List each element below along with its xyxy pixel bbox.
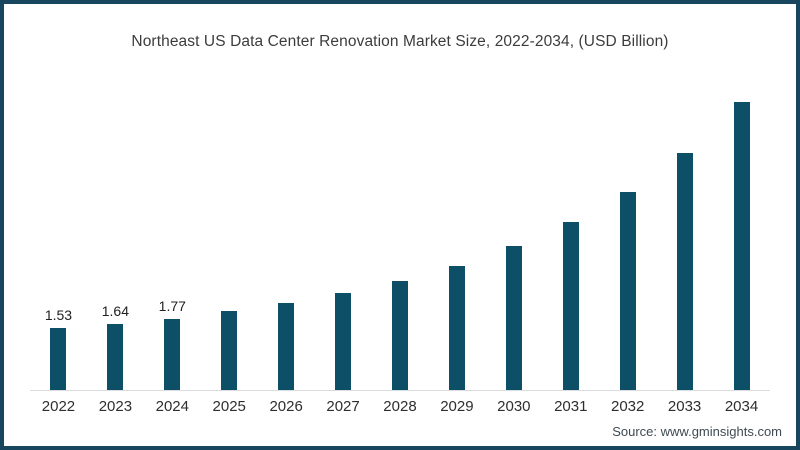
bar-value-label: 1.53 [44,307,73,323]
bar-group [258,79,315,390]
bar [505,246,522,390]
x-tick-label: 2031 [554,398,588,415]
bar-group: 1.64 [87,79,144,390]
bar-group [542,79,599,390]
x-tick-label: 2023 [98,398,133,415]
x-tick-label: 2029 [440,398,474,415]
x-tick-label: 2033 [667,398,702,415]
bar-group [713,79,770,390]
bar [107,324,124,390]
bar [391,281,408,390]
bar-group [201,79,258,390]
bar-group [656,79,713,390]
x-tick-label: 2025 [212,398,246,415]
bar-group [315,79,372,390]
x-tick-label: 2022 [41,398,76,415]
source-credit: Source: www.gminsights.com [612,424,782,439]
bar [562,222,579,390]
chart-title: Northeast US Data Center Renovation Mark… [131,33,669,50]
bar-value-label: 1.64 [101,303,129,319]
bar-value-label: 1.77 [158,298,186,314]
x-tick-label: 2028 [383,398,417,415]
bar [676,153,693,390]
x-tick-label: 2026 [269,398,303,415]
x-axis-tick-labels: 2022 2023 2024 2025 2026 2027 2028 2029 2030 2031… [30,398,770,415]
bar-group: 1.53 [30,79,87,390]
x-tick-label: 2030 [497,398,531,415]
x-tick-label: 2024 [155,398,189,415]
bar [221,311,238,390]
bar [50,328,67,390]
bar [619,192,636,390]
bar-group [599,79,656,390]
bar [278,303,295,390]
x-tick-label: 2032 [610,398,645,415]
bar-group: 1.77 [144,79,201,390]
bar-chart-plot-area: 1.53 1.64 1.77 [30,79,770,391]
x-tick-label: 2034 [724,398,759,415]
bar-group [428,79,485,390]
bar [164,319,181,390]
x-tick-label: 2027 [326,398,360,415]
bar-group [485,79,542,390]
bar-group [372,79,429,390]
bar [448,266,465,390]
bar [733,102,750,390]
bar [335,293,352,390]
